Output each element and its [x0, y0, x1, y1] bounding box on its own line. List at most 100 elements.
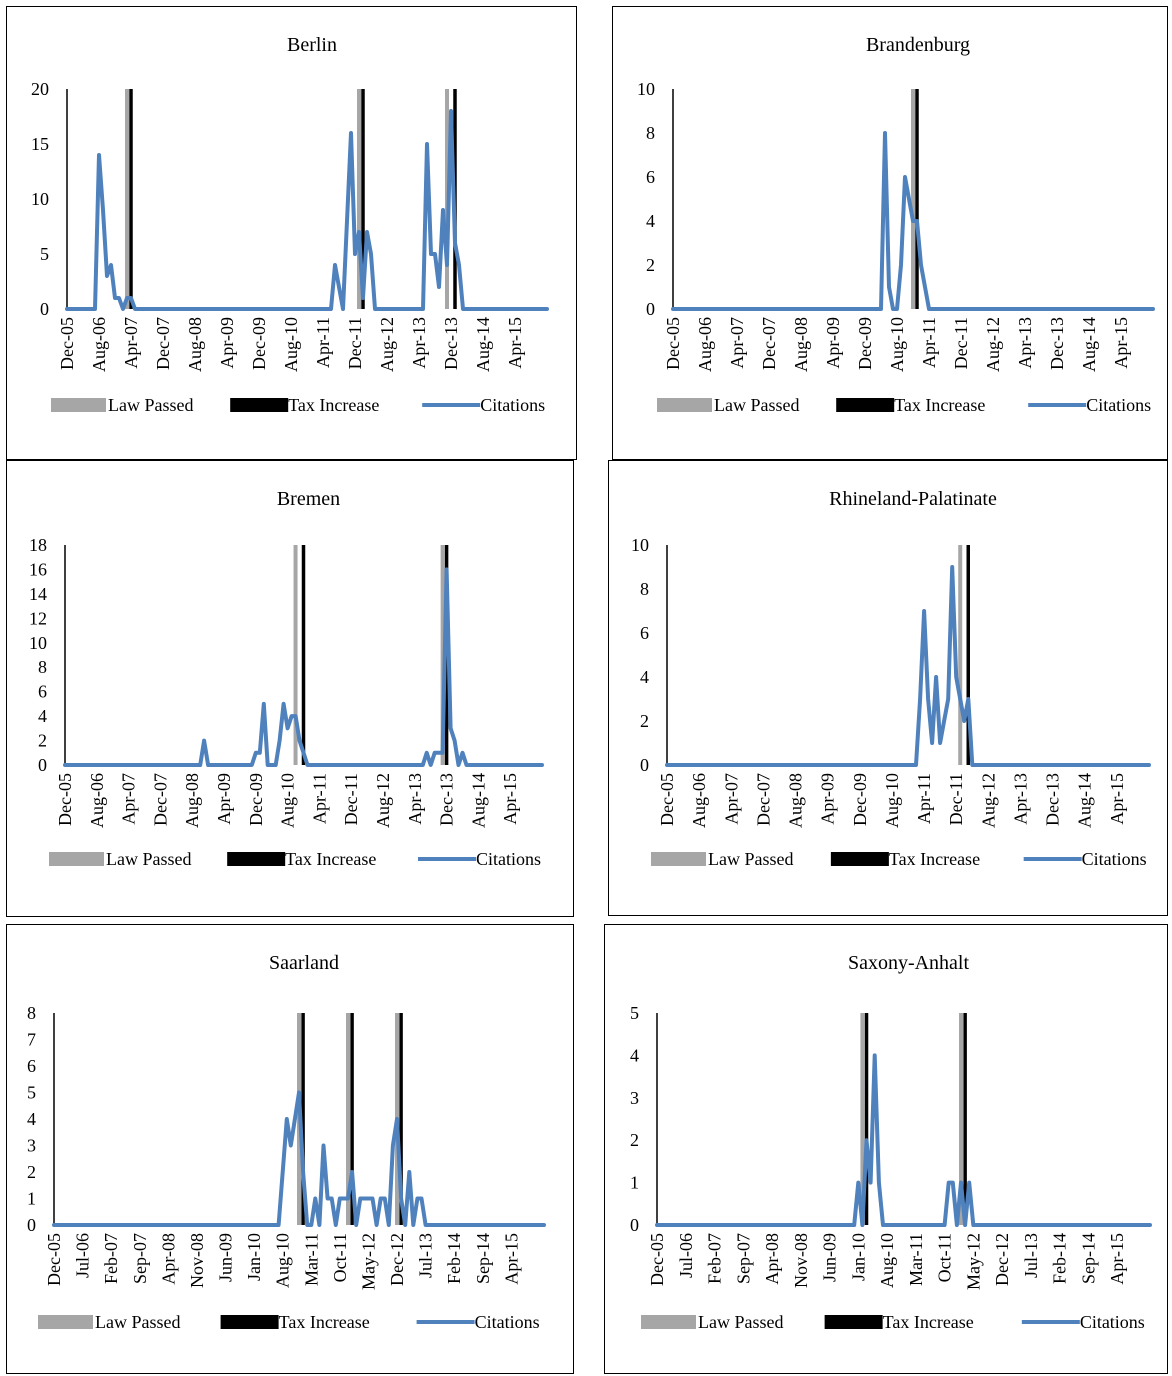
x-tick-label: Apr-11 — [919, 317, 939, 368]
x-tick-label: Aug-08 — [786, 773, 806, 828]
x-tick-label: Dec-05 — [647, 1233, 667, 1286]
x-tick-label: Aug-14 — [1079, 317, 1099, 372]
x-tick-label: Apr-11 — [309, 773, 329, 824]
y-tick-label: 8 — [646, 123, 655, 143]
legend-tax-swatch — [824, 1315, 883, 1329]
x-tick-label: Dec-13 — [1043, 773, 1063, 826]
x-tick-label: Aug-08 — [182, 773, 202, 828]
x-tick-label: Apr-15 — [501, 1233, 521, 1285]
chart-panel-berlin: Berlin 0 5 10 15 20 Dec-05 Aug-06 Apr-07 Dec-07 Au… — [6, 6, 577, 460]
x-tick-label: Dec-07 — [150, 773, 170, 826]
legend-tax-swatch — [227, 852, 286, 866]
y-tick-label: 0 — [640, 755, 649, 775]
x-tick-label: Dec-09 — [246, 773, 266, 826]
citations-series-line — [65, 109, 549, 311]
x-tick-label: Jan-10 — [244, 1233, 264, 1281]
x-tick-label: Dec-11 — [345, 317, 365, 369]
x-tick-label: Aug-10 — [278, 773, 298, 828]
x-tick-label: Dec-09 — [249, 317, 269, 370]
chart-title: Brandenburg — [866, 34, 970, 56]
x-tick-label: Dec-05 — [57, 317, 77, 370]
x-tick-label: Aug-08 — [791, 317, 811, 372]
y-tick-label: 2 — [27, 1162, 36, 1182]
chart-title: Saxony-Anhalt — [848, 952, 970, 974]
x-tick-label: Sep-07 — [130, 1233, 150, 1284]
x-tick-label: Jul-06 — [73, 1233, 93, 1278]
legend-law-swatch — [657, 398, 712, 412]
y-tick-label: 15 — [31, 134, 49, 154]
x-tick-label: Jun-09 — [216, 1233, 236, 1282]
legend-tax-swatch — [220, 1315, 279, 1329]
x-tick-label: Apr-07 — [721, 773, 741, 825]
x-tick-label: Dec-11 — [951, 317, 971, 369]
citations-series-line — [52, 1090, 546, 1227]
x-tick-label: Apr-15 — [1107, 773, 1127, 825]
x-tick-label: Dec-12 — [992, 1233, 1012, 1286]
x-tick-label: Apr-09 — [217, 317, 237, 369]
x-tick-label: Aug-14 — [468, 773, 488, 828]
y-tick-label: 10 — [631, 535, 649, 555]
y-tick-label: 16 — [29, 559, 47, 579]
legend-law-label: Law Passed — [95, 1312, 180, 1332]
y-tick-label: 8 — [27, 1003, 36, 1023]
x-tick-label: Dec-11 — [341, 773, 361, 825]
y-tick-label: 4 — [27, 1109, 36, 1129]
legend-law-label: Law Passed — [714, 395, 799, 415]
y-tick-label: 3 — [27, 1136, 36, 1156]
x-tick-label: Feb-07 — [101, 1233, 121, 1284]
y-tick-label: 5 — [630, 1003, 639, 1023]
legend-citations-label: Citations — [1086, 395, 1151, 415]
x-tick-label: Aug-10 — [273, 1233, 293, 1288]
x-tick-label: May-12 — [358, 1233, 378, 1290]
x-tick-label: Mar-11 — [301, 1233, 321, 1286]
x-tick-label: Apr-15 — [505, 317, 525, 369]
legend-tax-swatch — [836, 398, 895, 412]
y-tick-label: 4 — [640, 667, 649, 687]
x-tick-label: Aug-08 — [185, 317, 205, 372]
x-tick-label: Dec-11 — [946, 773, 966, 825]
chart-panel-bremen: Bremen 0 2 4 6 8 10 12 14 16 18 Dec-05 Aug-06 Apr-07 D… — [6, 460, 574, 917]
x-tick-label: Apr-09 — [818, 773, 838, 825]
citations-series-line — [671, 131, 1155, 311]
x-tick-label: Apr-09 — [214, 773, 234, 825]
x-tick-label: May-12 — [963, 1233, 983, 1290]
x-tick-label: Aug-10 — [882, 773, 902, 828]
x-tick-label: Jul-13 — [416, 1233, 436, 1278]
y-tick-label: 5 — [40, 244, 49, 264]
chart-panel-saarland: Saarland 0 1 2 3 4 5 6 7 8 Dec-05 Jul-06 Feb-07 Sep-0… — [6, 924, 574, 1374]
y-tick-label: 8 — [640, 579, 649, 599]
y-tick-label: 0 — [27, 1215, 36, 1235]
legend-tax-swatch — [830, 852, 889, 866]
y-tick-label: 6 — [27, 1056, 36, 1076]
y-tick-label: 18 — [29, 535, 47, 555]
y-tick-label: 3 — [630, 1088, 639, 1108]
y-tick-label: 0 — [630, 1215, 639, 1235]
x-tick-label: Aug-12 — [978, 773, 998, 828]
y-tick-label: 6 — [640, 623, 649, 643]
x-tick-label: Dec-13 — [1047, 317, 1067, 370]
legend-tax-swatch — [230, 398, 289, 412]
citations-series-line — [655, 1053, 1152, 1227]
y-tick-label: 7 — [27, 1030, 36, 1050]
citations-series-line — [665, 565, 1151, 767]
legend-citations-label: Citations — [1080, 1312, 1145, 1332]
x-tick-label: Dec-07 — [753, 773, 773, 826]
citations-series-line — [63, 567, 544, 767]
chart-svg: Saarland 0 1 2 3 4 5 6 7 8 Dec-05 Jul-06 Feb-07 Sep-0… — [27, 952, 546, 1332]
x-tick-label: Dec-05 — [55, 773, 75, 826]
y-tick-label: 0 — [40, 299, 49, 319]
x-tick-label: Aug-12 — [983, 317, 1003, 372]
x-tick-label: Aug-14 — [473, 317, 493, 372]
chart-title: Bremen — [277, 488, 340, 510]
x-tick-label: Apr-08 — [158, 1233, 178, 1285]
y-tick-label: 14 — [29, 584, 47, 604]
legend-law-swatch — [38, 1315, 93, 1329]
legend-tax-label: Tax Increase — [285, 849, 376, 869]
x-tick-label: Nov-08 — [791, 1233, 811, 1288]
x-tick-label: Sep-14 — [473, 1233, 493, 1284]
x-tick-label: Jun-09 — [820, 1233, 840, 1282]
x-tick-label: Feb-14 — [444, 1233, 464, 1284]
x-tick-label: Dec-05 — [44, 1233, 64, 1286]
legend-tax-label: Tax Increase — [883, 1312, 974, 1332]
legend-tax-label: Tax Increase — [894, 395, 985, 415]
